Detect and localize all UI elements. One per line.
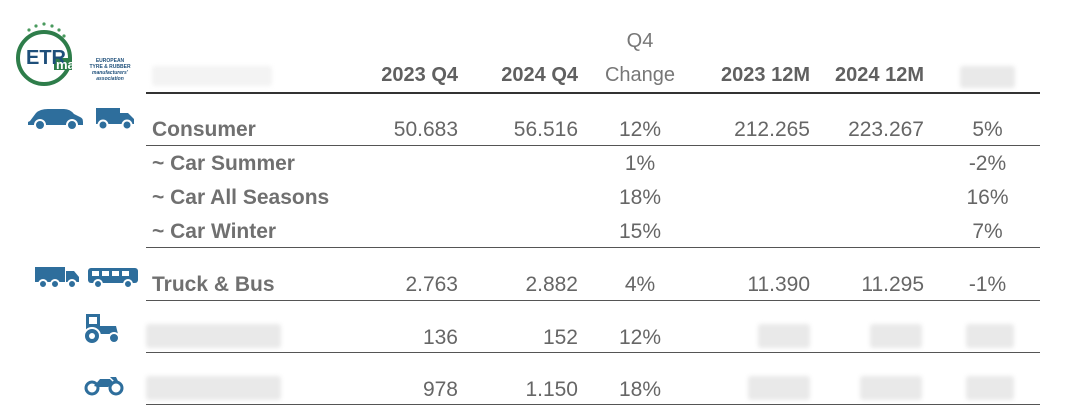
row-label-redacted	[146, 376, 281, 400]
cell-moto-change: 18%	[618, 378, 662, 401]
cell-consumer-change: 12%	[618, 118, 662, 141]
header-rule	[146, 92, 1040, 94]
cell-car-summer-12m-change: -2%	[968, 152, 1007, 175]
header-2024-q4: 2024 Q4	[501, 64, 578, 86]
car-icon	[28, 109, 83, 131]
cell-agri-12m-change-redacted	[966, 324, 1014, 348]
cell-consumer-2024q4: 56.516	[513, 118, 578, 141]
truck-icon	[35, 267, 79, 289]
header-2023-12m: 2023 12M	[721, 64, 810, 86]
cell-agri-2023q4: 136	[422, 326, 458, 349]
cell-consumer-2024-12m: 223.267	[848, 118, 924, 141]
cell-moto-2023-12m-redacted	[748, 376, 810, 400]
cell-car-winter-change: 15%	[618, 220, 662, 243]
cell-consumer-12m-change: 5%	[972, 118, 1003, 141]
cell-agri-2023-12m-redacted	[758, 324, 810, 348]
header-2024-12m: 2024 12M	[835, 64, 924, 86]
cell-moto-2024q4: 1.150	[525, 378, 578, 401]
motorcycle-icon	[84, 377, 124, 396]
cell-moto-12m-change-redacted	[966, 376, 1014, 400]
logo-abbr-bottom: ma	[56, 57, 75, 72]
cell-car-all-seasons-12m-change: 16%	[966, 186, 1009, 209]
row-label-truck-bus: Truck & Bus	[152, 273, 275, 296]
cell-car-winter-12m-change: 7%	[972, 220, 1003, 243]
cell-consumer-2023q4: 50.683	[393, 118, 458, 141]
header-label-redacted	[152, 66, 272, 86]
cell-agri-2024q4: 152	[542, 326, 578, 349]
consumer-rule	[146, 145, 1040, 146]
etrma-logo: ETR ma EUROPEAN TYRE & RUBBER manufactur…	[14, 20, 134, 90]
header-change: Change	[604, 64, 676, 86]
cell-consumer-2023-12m: 212.265	[734, 118, 810, 141]
header-2023-q4: 2023 Q4	[381, 64, 458, 86]
van-icon	[96, 108, 134, 131]
row-label-car-winter: ~ Car Winter	[152, 220, 277, 243]
bottom-rule	[146, 404, 1040, 405]
header-redacted	[960, 66, 1015, 88]
row-label-redacted	[146, 324, 281, 348]
cell-moto-2023q4: 978	[422, 378, 458, 401]
cell-agri-2024-12m-redacted	[870, 324, 922, 348]
row-label-consumer: Consumer	[152, 118, 256, 141]
cell-truck-bus-2023-12m: 11.390	[747, 273, 810, 296]
car-rule	[146, 247, 1040, 248]
cell-truck-bus-2023q4: 2.763	[405, 273, 458, 296]
row-label-car-all-seasons: ~ Car All Seasons	[152, 186, 330, 209]
cell-agri-change: 12%	[618, 326, 662, 349]
cell-truck-bus-change: 4%	[624, 273, 656, 296]
cell-truck-bus-2024q4: 2.882	[525, 273, 578, 296]
agri-rule	[146, 352, 1040, 353]
etrma-emblem-icon	[16, 22, 72, 86]
cell-car-summer-change: 1%	[624, 152, 656, 175]
bus-icon	[88, 268, 138, 289]
cell-car-all-seasons-change: 18%	[618, 186, 662, 209]
truck-rule	[146, 300, 1040, 301]
header-q4-top: Q4	[626, 30, 654, 52]
row-label-car-summer: ~ Car Summer	[152, 152, 295, 175]
logo-name: EUROPEAN TYRE & RUBBER manufacturers' as…	[89, 58, 131, 82]
cell-truck-bus-2024-12m: 11.295	[861, 273, 924, 296]
cell-moto-2024-12m-redacted	[860, 376, 922, 400]
logo-abbr-top: ETR	[26, 47, 66, 69]
cell-truck-bus-12m-change: -1%	[968, 273, 1007, 296]
tractor-icon	[83, 314, 120, 345]
